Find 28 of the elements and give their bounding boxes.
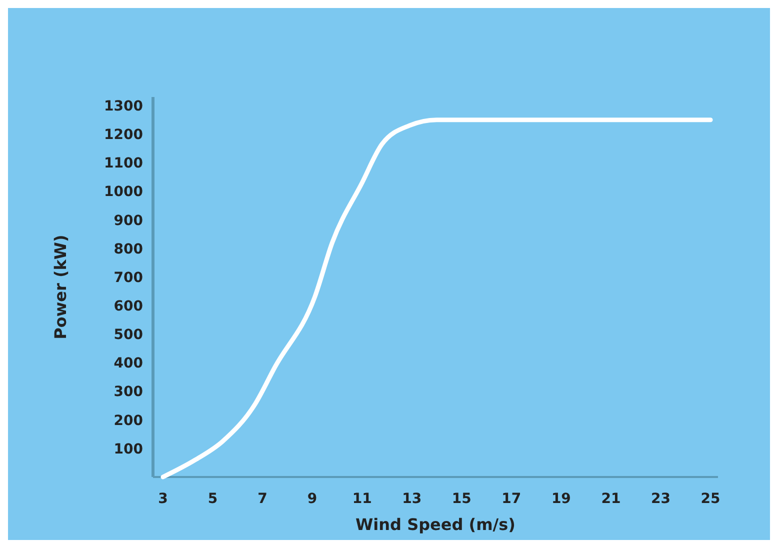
x-tick-label: 17 [502, 491, 522, 507]
x-tick-label: 3 [158, 491, 168, 507]
x-tick-label: 23 [651, 491, 670, 507]
y-tick-label: 1000 [104, 184, 144, 200]
x-tick-label: 9 [307, 491, 318, 507]
y-tick-label: 800 [114, 241, 144, 258]
y-tick-label: 400 [114, 356, 144, 372]
x-tick-label: 21 [601, 491, 621, 507]
x-tick-label: 25 [700, 491, 720, 507]
x-tick-label: 11 [352, 491, 372, 507]
y-tick-label: 1100 [104, 156, 144, 172]
y-tick-label: 300 [114, 384, 144, 400]
y-tick-label: 700 [114, 270, 144, 286]
y-axis-title: Power (kW) [51, 234, 70, 340]
x-axis-title: Wind Speed (m/s) [356, 515, 516, 534]
x-tick-label: 7 [258, 491, 268, 507]
y-tick-label: 900 [114, 212, 144, 229]
y-tick-label: 100 [114, 441, 144, 458]
y-tick-label: 1300 [104, 98, 144, 114]
line-series [160, 118, 713, 480]
y-tick-label: 500 [114, 327, 144, 344]
y-tick-label: 200 [114, 412, 144, 429]
y-tick-label: 600 [114, 298, 144, 314]
x-tick-label: 15 [452, 491, 472, 507]
x-tick-label: 13 [402, 491, 422, 507]
y-tick-label: 1200 [104, 127, 144, 144]
x-tick-label: 5 [208, 491, 218, 507]
x-tick-label: 19 [551, 491, 571, 507]
